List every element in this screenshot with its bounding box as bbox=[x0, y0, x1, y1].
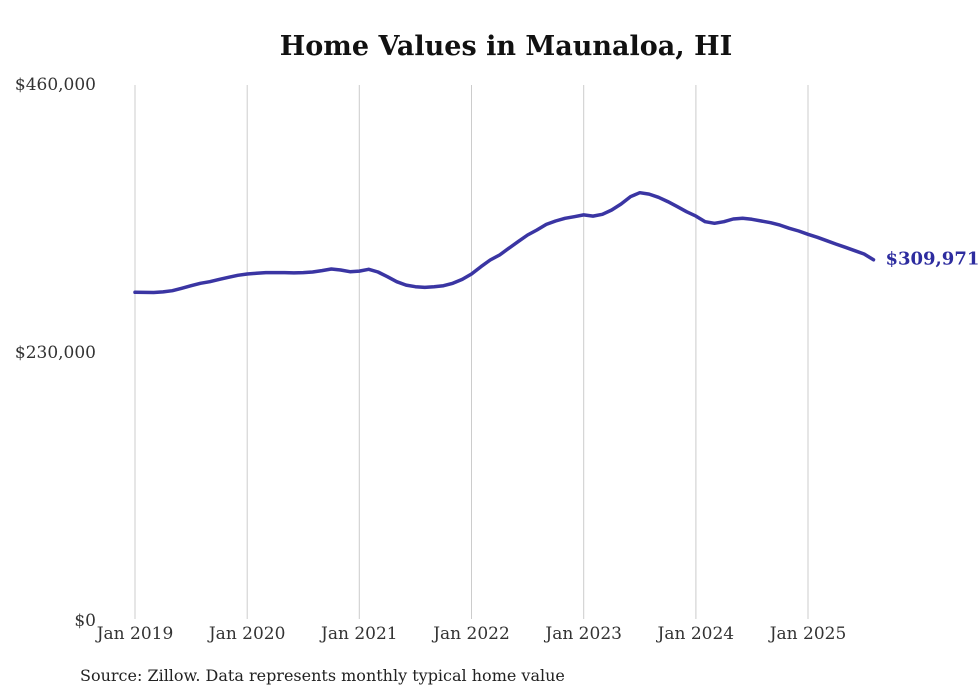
source-note: Source: Zillow. Data represents monthly … bbox=[80, 666, 565, 685]
x-axis-tick-label: Jan 2021 bbox=[321, 624, 398, 644]
home-value-line bbox=[133, 190, 876, 295]
x-axis-tick-label: Jan 2023 bbox=[545, 624, 622, 644]
y-axis-tick-label: $460,000 bbox=[14, 75, 96, 95]
x-axis-tick-label: Jan 2019 bbox=[96, 624, 174, 644]
x-axis-tick-label: Jan 2025 bbox=[769, 624, 847, 644]
chart-title: Home Values in Maunaloa, HI bbox=[279, 31, 733, 62]
x-axis-tick-label: Jan 2022 bbox=[433, 624, 510, 644]
x-axis-tick-label: Jan 2020 bbox=[208, 624, 286, 644]
end-value-label: $309,971 bbox=[885, 248, 980, 270]
x-axis-tick-label: Jan 2024 bbox=[657, 624, 735, 644]
y-axis-tick-label: $230,000 bbox=[14, 343, 96, 363]
y-axis-tick-label: $0 bbox=[74, 611, 96, 631]
